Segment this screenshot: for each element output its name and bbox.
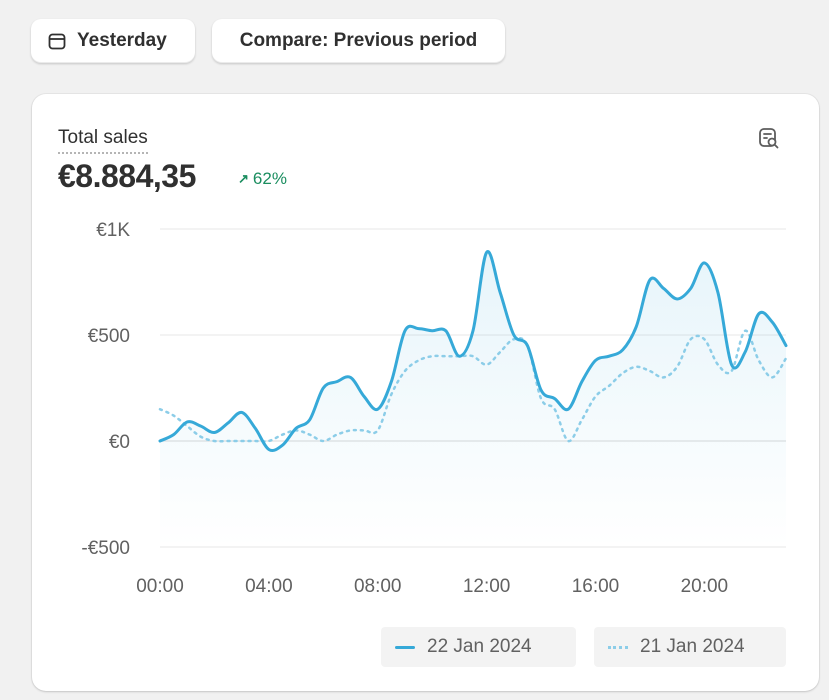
date-range-button[interactable]: Yesterday: [31, 19, 195, 63]
sales-line-chart: €1K €500 €0 -€500 00:00 04:00 08:00 12:00 16:00 2…: [81, 220, 788, 597]
y-tick-label: -€500: [81, 538, 130, 559]
series-area-fill: [160, 251, 786, 547]
dotted-line-swatch: [608, 645, 628, 649]
calendar-icon: [47, 31, 67, 51]
explore-report-icon[interactable]: [757, 126, 781, 150]
date-range-label: Yesterday: [77, 30, 167, 51]
metric-change: ↗ 62%: [238, 169, 287, 189]
legend-item-previous[interactable]: 21 Jan 2024: [594, 627, 786, 667]
metric-title[interactable]: Total sales: [58, 127, 148, 154]
x-tick-label: 04:00: [245, 576, 293, 597]
metric-value: €8.884,35: [58, 158, 196, 194]
solid-line-swatch: [395, 645, 415, 649]
x-tick-label: 00:00: [136, 576, 184, 597]
metric-change-value: 62%: [252, 169, 287, 188]
compare-period-button[interactable]: Compare: Previous period: [212, 19, 505, 63]
series-line-previous[interactable]: [158, 329, 788, 443]
y-tick-label: €500: [88, 326, 130, 347]
legend-label-current: 22 Jan 2024: [427, 636, 532, 657]
x-tick-label: 20:00: [681, 576, 729, 597]
x-tick-label: 08:00: [354, 576, 402, 597]
total-sales-card: Total sales €8.884,35 ↗ 62% €1K €500 €0 -€5…: [32, 94, 819, 691]
series-line-current[interactable]: [158, 250, 788, 452]
x-tick-label: 12:00: [463, 576, 511, 597]
y-tick-label: €1K: [96, 220, 130, 241]
legend-item-current[interactable]: 22 Jan 2024: [381, 627, 576, 667]
compare-period-label: Compare: Previous period: [239, 30, 478, 51]
x-tick-label: 16:00: [572, 576, 620, 597]
legend-label-previous: 21 Jan 2024: [640, 636, 745, 657]
arrow-up-right-icon: ↗: [238, 171, 249, 186]
y-tick-label: €0: [109, 432, 130, 453]
